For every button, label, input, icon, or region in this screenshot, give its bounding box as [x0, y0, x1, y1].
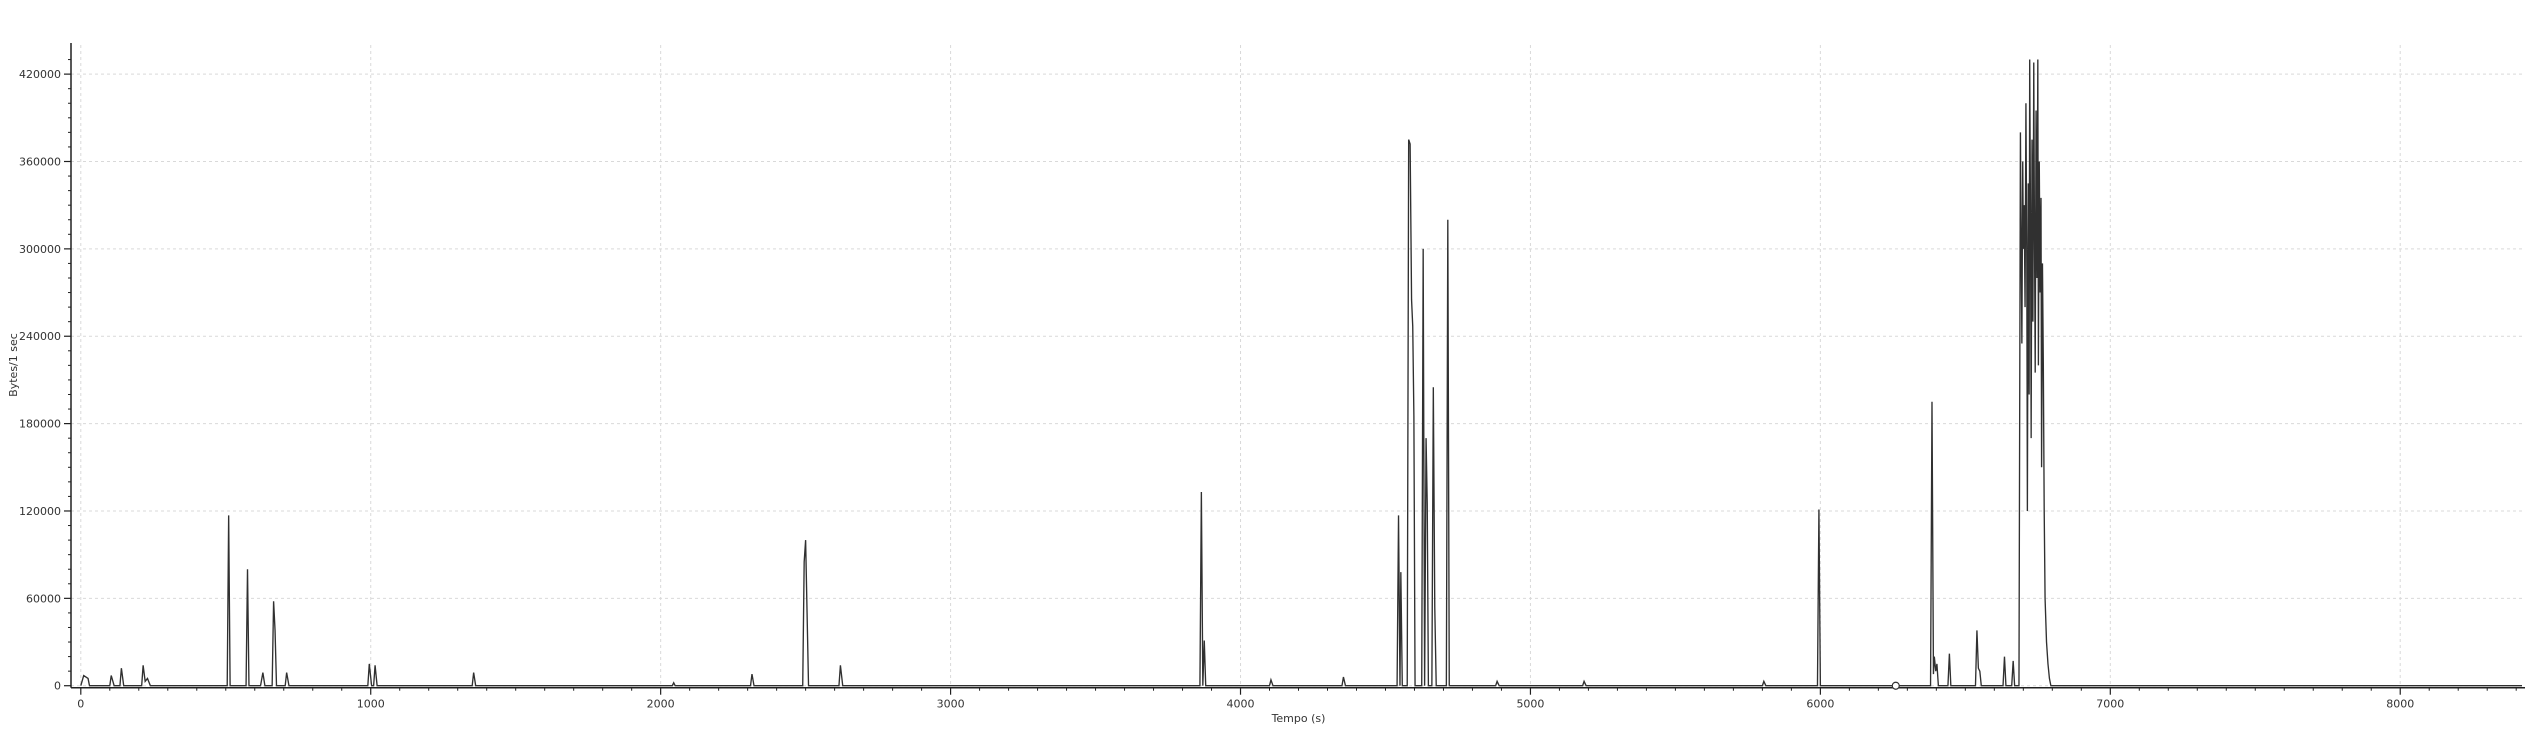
x-axis-ticks: 0 1000 2000 3000 4000 5000 6000 7000 8000	[77, 687, 2517, 711]
y-tick-label: 420000	[19, 68, 61, 81]
x-tick-label: 3000	[937, 698, 965, 711]
x-tick-label: 7000	[2096, 698, 2124, 711]
y-axis-label: Bytes/1 sec	[7, 333, 20, 397]
series-layer	[80, 59, 2522, 690]
x-tick-label: 1000	[357, 698, 385, 711]
x-axis-label: Tempo (s)	[1271, 712, 1326, 725]
x-tick-label: 2000	[647, 698, 675, 711]
y-tick-label: 300000	[19, 243, 61, 256]
x-tick-label: 5000	[1516, 698, 1544, 711]
y-tick-label: 360000	[19, 155, 61, 168]
data-point-marker	[1891, 681, 1900, 690]
x-tick-label: 8000	[2386, 698, 2414, 711]
y-axis-ticks: 0 60000 120000 180000 240000 300000 360000 4200…	[19, 59, 71, 693]
bytes-series-line-0	[80, 59, 2522, 687]
x-tick-label: 6000	[1806, 698, 1834, 711]
y-tick-label: 60000	[26, 592, 61, 605]
y-tick-label: 240000	[19, 330, 61, 343]
y-tick-label: 120000	[19, 505, 61, 518]
y-tick-label: 180000	[19, 418, 61, 431]
axes	[70, 43, 2525, 689]
y-tick-label: 0	[54, 680, 61, 693]
x-tick-label: 0	[77, 698, 84, 711]
grid-lines	[71, 45, 2522, 688]
x-tick-label: 4000	[1227, 698, 1255, 711]
